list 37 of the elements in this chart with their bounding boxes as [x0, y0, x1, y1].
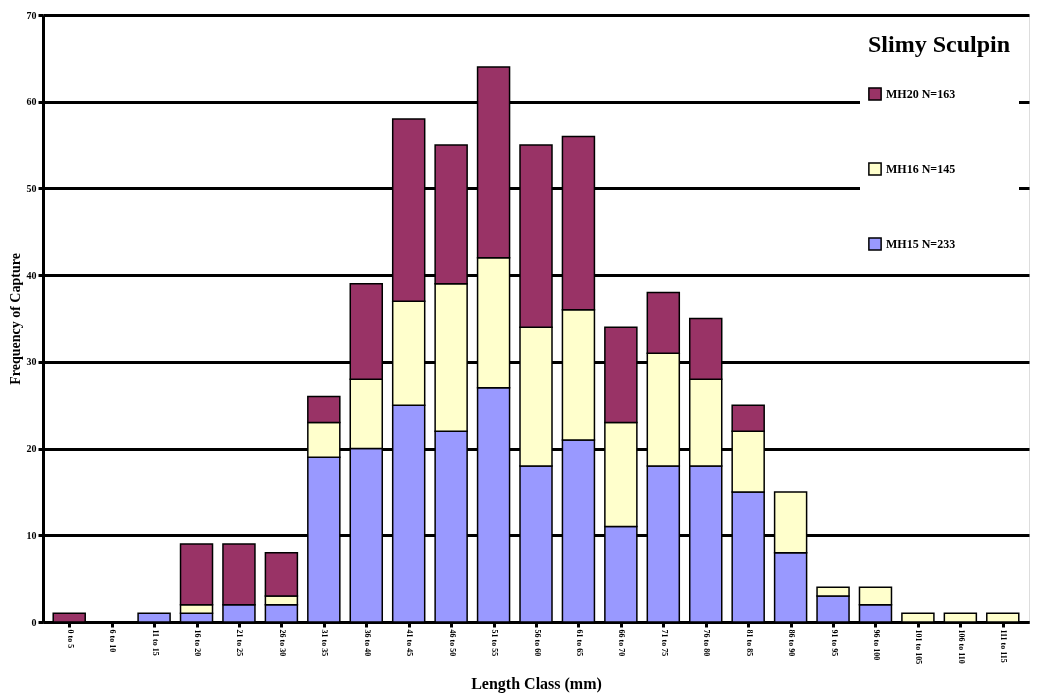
x-tick-label: 91 to 95: [829, 629, 839, 657]
x-tick-label: 26 to 30: [277, 629, 287, 657]
legend-label: MH20 N=163: [886, 87, 956, 101]
x-tick-label: 111 to 115: [999, 629, 1009, 663]
x-tick-label: 66 to 70: [617, 629, 627, 657]
x-tick-label: 36 to 40: [362, 629, 372, 657]
y-tick-label: 0: [31, 616, 37, 628]
x-tick-label: 76 to 80: [702, 629, 712, 657]
x-tick-label: 101 to 105: [914, 629, 924, 665]
y-axis-title: Frequency of Capture: [7, 253, 23, 385]
x-tick-label: 71 to 75: [659, 629, 669, 657]
legend-title: Slimy Sculpin: [868, 31, 1011, 57]
x-tick-label: 11 to 15: [150, 629, 160, 656]
x-tick-label: 31 to 35: [320, 629, 330, 657]
x-tick-label: 86 to 90: [787, 629, 797, 657]
x-tick-label: 106 to 110: [956, 629, 966, 664]
x-axis-title: Length Class (mm): [471, 675, 602, 694]
x-tick-label: 46 to 50: [447, 629, 457, 657]
y-tick-label: 10: [26, 529, 37, 541]
x-tick-label: 56 to 60: [532, 629, 542, 657]
x-tick-label: 6 to 10: [108, 629, 118, 653]
x-tick-label: 51 to 55: [490, 629, 500, 657]
x-tick-label: 0 to 5: [65, 629, 75, 649]
y-tick-label: 50: [26, 182, 37, 194]
y-tick-label: 20: [26, 443, 37, 455]
legend-label: MH15 N=233: [886, 237, 956, 251]
y-tick-label: 40: [26, 269, 37, 281]
y-tick-label: 70: [26, 9, 37, 21]
x-tick-label: 41 to 45: [405, 629, 415, 657]
legend-label: MH16 N=145: [886, 162, 956, 176]
y-tick-label: 30: [26, 356, 37, 368]
x-tick-label: 16 to 20: [193, 629, 203, 657]
x-tick-label: 96 to 100: [871, 629, 881, 661]
y-tick-label: 60: [26, 96, 37, 108]
x-tick-label: 21 to 25: [235, 629, 245, 657]
x-tick-label: 81 to 85: [744, 629, 754, 657]
x-tick-label: 61 to 65: [574, 629, 584, 657]
